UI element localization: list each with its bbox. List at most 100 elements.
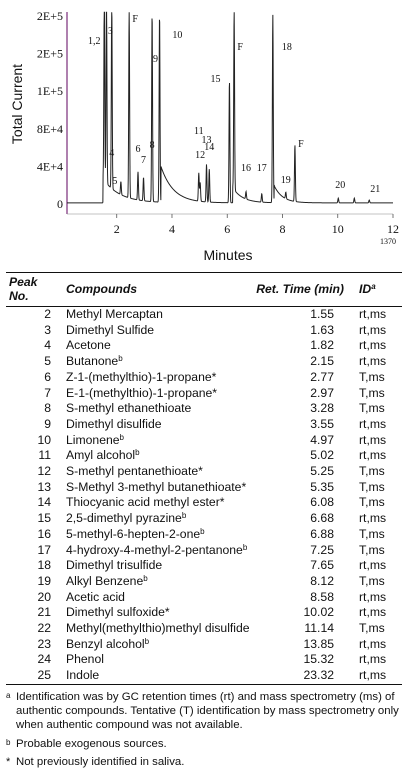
cell-compound: Acetic acid <box>63 590 253 606</box>
cell-id: rt,ms <box>359 416 387 431</box>
compound-sup: b <box>144 636 150 646</box>
cell-peak-no: 23 <box>37 636 51 651</box>
cell-peak-no: 13 <box>37 479 51 494</box>
cell-retention-time: 15.32 <box>303 652 335 667</box>
footnote-b-mark: b <box>6 737 11 747</box>
cell-id: rt,ms <box>359 605 387 620</box>
cell-id: rt,ms <box>359 307 387 321</box>
x-tick-label: 8 <box>279 222 285 236</box>
peak-label: 4 <box>109 148 114 159</box>
compound-name: Limonene <box>66 432 120 447</box>
cell-id: rt,ms <box>359 448 387 463</box>
peak-label: 19 <box>281 175 291 186</box>
cell-peak-no: 4 <box>44 338 51 353</box>
compound-name: Benzyl alcohol <box>66 636 145 651</box>
header-compounds: Compounds <box>63 272 253 307</box>
compound-name: Acetic acid <box>66 589 125 604</box>
y-tick-label: 0 <box>57 197 63 211</box>
cell-peak-no: 15 <box>37 511 51 526</box>
table-row: 17 4-hydroxy-4-methyl-2-pentanoneb 7.25 T,m… <box>6 543 402 559</box>
cell-id: T,ms <box>359 464 385 479</box>
compound-name: Butanone <box>66 354 119 369</box>
table-row: 20 Acetic acid 8.58 rt,ms <box>6 590 402 606</box>
table-row: 18 Dimethyl trisulfide 7.65 rt,ms <box>6 558 402 574</box>
cell-retention-time: 5.35 <box>310 479 334 494</box>
cell-peak-no: 7 <box>44 385 51 400</box>
cell-id: rt,ms <box>359 322 387 337</box>
cell-id: rt,ms <box>359 432 387 447</box>
peak-label: 9 <box>153 54 158 65</box>
y-tick-label: 2E+5 <box>37 9 63 23</box>
table-row: 21 Dimethyl sulfoxide* 10.02 rt,ms <box>6 605 402 621</box>
cell-compound: S-methyl ethanethioate <box>63 401 253 417</box>
cell-peak-no: 12 <box>37 464 51 479</box>
cell-compound: Butanoneb <box>63 354 253 370</box>
header-retention-time: Ret. Time (min) <box>252 272 356 307</box>
table-row: 13 S-Methyl 3-methyl butanethioate* 5.35 T,… <box>6 480 402 496</box>
cell-compound: Dimethyl sulfoxide* <box>63 605 253 621</box>
cell-retention-time: 2.97 <box>310 385 334 400</box>
peak-label: 1,2 <box>88 36 101 47</box>
table-row: 3 Dimethyl Sulfide 1.63 rt,ms <box>6 323 402 339</box>
y-tick-label: 1E+5 <box>37 84 63 98</box>
compound-name: Dimethyl trisulfide <box>66 558 163 573</box>
table-row: 15 2,5-dimethyl pyrazineb 6.68 rt,ms <box>6 511 402 527</box>
compound-name: Phenol <box>66 652 104 667</box>
header-id-sup: a <box>371 282 376 291</box>
cell-compound: E-1-(methylthio)-1-propane* <box>63 386 253 402</box>
cell-retention-time: 1.82 <box>310 338 334 353</box>
table-row: 22 Methyl(methylthio)methyl disulfide 11.1… <box>6 621 402 637</box>
table-row: 6 Z-1-(methylthio)-1-propane* 2.77 T,ms <box>6 370 402 386</box>
compound-name: Dimethyl Sulfide <box>66 322 155 337</box>
header-peak-no: Peak No. <box>6 272 63 307</box>
cell-id: rt,ms <box>359 589 387 604</box>
cell-compound: Acetone <box>63 338 253 354</box>
cell-compound: Thiocyanic acid methyl ester* <box>63 495 253 511</box>
peak-label: 20 <box>335 180 345 191</box>
table-row: 25 Indole 23.32 rt,ms <box>6 668 402 685</box>
cell-id: T,ms <box>359 479 385 494</box>
compound-name: Z-1-(methylthio)-1-propane* <box>66 369 217 384</box>
cell-peak-no: 5 <box>44 354 51 369</box>
cell-compound: Phenol <box>63 652 253 668</box>
compound-table-section: Peak No. Compounds Ret. Time (min) IDa 2… <box>6 272 402 773</box>
compound-name: Thiocyanic acid methyl ester* <box>66 495 225 510</box>
cell-retention-time: 6.88 <box>310 526 334 541</box>
cell-id: T,ms <box>359 495 385 510</box>
compound-name: Alkyl Benzene <box>66 573 144 588</box>
cell-compound: 5-methyl-6-hepten-2-oneb <box>63 527 253 543</box>
cell-compound: Methyl(methylthio)methyl disulfide <box>63 621 253 637</box>
cell-compound: Dimethyl disulfide <box>63 417 253 433</box>
peak-label: 17 <box>257 163 267 174</box>
peak-label: 21 <box>370 184 380 195</box>
corner-label: 1370 <box>380 237 396 246</box>
cell-peak-no: 8 <box>44 401 51 416</box>
cell-id: rt,ms <box>356 668 402 685</box>
cell-compound: Limoneneb <box>63 433 253 449</box>
cell-peak-no: 20 <box>37 589 51 604</box>
compound-name: Acetone <box>66 338 111 353</box>
header-id-text: ID <box>359 282 372 296</box>
compound-name: S-Methyl 3-methyl butanethioate* <box>66 479 247 494</box>
table-row: 9 Dimethyl disulfide 3.55 rt,ms <box>6 417 402 433</box>
table-row: 4 Acetone 1.82 rt,ms <box>6 338 402 354</box>
x-tick-label: 6 <box>224 222 230 236</box>
peak-label: 11 <box>194 126 204 137</box>
cell-id: rt,ms <box>359 511 387 526</box>
cell-compound: S-Methyl 3-methyl butanethioate* <box>63 480 253 496</box>
compound-name: 5-methyl-6-hepten-2-one <box>66 526 201 541</box>
compound-name: S-methyl pentanethioate* <box>66 464 203 479</box>
cell-retention-time: 4.97 <box>310 432 334 447</box>
y-tick-label: 8E+4 <box>37 122 63 136</box>
cell-id: rt,ms <box>359 354 387 369</box>
peak-label: F <box>237 42 243 53</box>
cell-retention-time: 7.65 <box>310 558 334 573</box>
footnotes: a Identification was by GC retention tim… <box>6 690 402 769</box>
cell-retention-time: 3.28 <box>310 401 334 416</box>
cell-id: T,ms <box>359 369 385 384</box>
table-row: 11 Amyl alcoholb 5.02 rt,ms <box>6 448 402 464</box>
cell-retention-time: 2.77 <box>310 369 334 384</box>
y-axis-title: Total Current <box>9 64 25 144</box>
cell-id: T,ms <box>359 385 385 400</box>
footnote-a-mark: a <box>6 690 11 700</box>
